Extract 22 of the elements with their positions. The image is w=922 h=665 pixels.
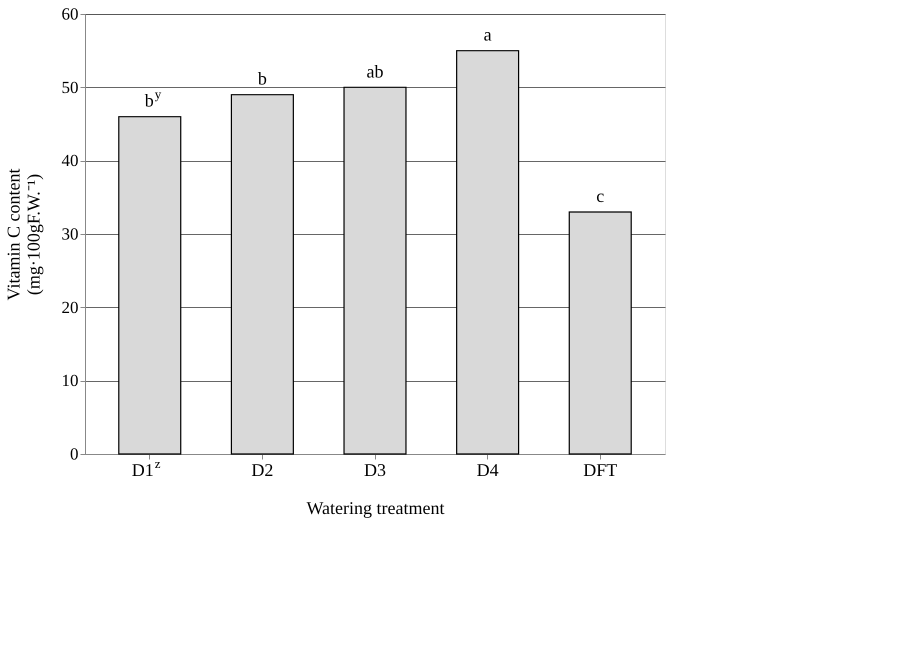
bar [118,116,182,455]
bar [230,94,294,455]
bar [343,86,407,455]
y-axis-title: Vitamin C content (mg·100gF.W.⁻¹) [4,168,44,300]
x-tick-label: D4 [476,460,499,480]
y-tick-label: 40 [62,151,78,170]
y-tick-label: 0 [70,444,78,464]
bar [456,50,520,455]
annotation: c [596,186,604,206]
y-tick-label: 30 [62,224,78,244]
annotation: a [484,24,492,45]
annotation: b [258,68,267,89]
y-tick-label: 50 [62,78,78,97]
x-tick-label: DFT [583,460,618,480]
bar [568,211,632,455]
x-tick-label: D3 [364,460,386,480]
y-tick-label: 10 [62,371,78,390]
y-tick-label: 60 [62,4,78,24]
y-tick-label: 20 [62,298,78,317]
annotation: ab [366,61,384,82]
x-tick-label: D2 [251,460,274,480]
x-axis-title: Watering treatment [306,498,444,518]
